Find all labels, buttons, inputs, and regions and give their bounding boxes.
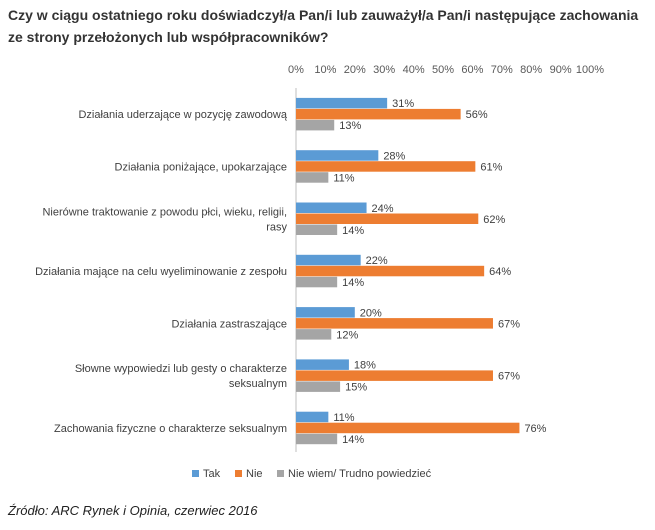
legend-swatch (192, 470, 199, 477)
category-label: Działania uderzające w pozycję zawodową (78, 109, 287, 121)
category-label: Zachowania fizyczne o charakterze seksua… (54, 423, 287, 435)
category-label: Słowne wypowiedzi lub gesty o charakterz… (75, 363, 287, 375)
bar (296, 265, 485, 277)
legend-swatch (277, 470, 284, 477)
bar (296, 370, 493, 381)
bar (296, 202, 367, 213)
data-label: 62% (483, 214, 505, 226)
data-label: 64% (489, 266, 511, 278)
data-label: 18% (354, 360, 376, 372)
x-tick-label: 100% (576, 64, 604, 76)
bar (296, 329, 332, 340)
data-label: 67% (498, 371, 520, 383)
x-tick-label: 20% (344, 64, 366, 76)
bar (296, 254, 361, 266)
bar (296, 119, 335, 131)
data-label: 12% (336, 329, 358, 341)
bar (296, 411, 329, 423)
data-label: 14% (342, 225, 364, 237)
bar (296, 150, 379, 161)
category-label: seksualnym (229, 378, 287, 390)
bar (296, 213, 479, 224)
bar (296, 318, 493, 329)
bar (296, 224, 338, 235)
legend-label: Tak (203, 468, 221, 480)
bar (296, 97, 388, 109)
data-label: 31% (392, 98, 414, 110)
bar (296, 161, 476, 172)
data-label: 28% (383, 150, 405, 162)
data-label: 15% (345, 382, 367, 394)
bar (296, 433, 338, 445)
chart-title: Czy w ciągu ostatniego roku doświadczył/… (8, 4, 648, 48)
data-label: 24% (372, 203, 394, 215)
category-label: Działania mające na celu wyeliminowanie … (35, 266, 287, 278)
x-tick-label: 30% (373, 64, 395, 76)
legend-label: Nie (246, 468, 263, 480)
legend-swatch (235, 470, 242, 477)
legend-label: Nie wiem/ Trudno powiedzieć (288, 468, 432, 480)
bar (296, 108, 461, 120)
bar (296, 381, 341, 392)
x-tick-label: 80% (520, 64, 542, 76)
data-label: 76% (524, 423, 546, 435)
data-label: 56% (466, 109, 488, 121)
data-label: 14% (342, 277, 364, 289)
data-label: 22% (366, 255, 388, 267)
chart-title-line-1: Czy w ciągu ostatniego roku doświadczył/… (8, 7, 639, 23)
x-tick-label: 90% (550, 64, 572, 76)
x-tick-label: 40% (403, 64, 425, 76)
x-tick-label: 70% (491, 64, 513, 76)
data-label: 67% (498, 318, 520, 330)
bar (296, 307, 355, 318)
bar (296, 359, 349, 370)
chart-title-line-2: ze strony przełożonych lub współpracowni… (8, 29, 329, 45)
x-tick-label: 50% (432, 64, 454, 76)
x-tick-label: 60% (461, 64, 483, 76)
x-tick-label: 0% (288, 64, 304, 76)
category-label: Działania zastraszające (171, 318, 287, 330)
bar (296, 172, 329, 183)
bar-chart: 0% 10% 20% 30% 40% 50% 60% 70% 80% 90% 100% Działan… (35, 64, 604, 480)
bar (296, 276, 338, 288)
category-label: rasy (266, 221, 287, 233)
bar (296, 422, 520, 434)
data-label: 11% (333, 412, 354, 424)
category-label: Nierówne traktowanie z powodu płci, wiek… (42, 206, 287, 218)
x-tick-label: 10% (314, 64, 336, 76)
category-label: Działania poniżające, upokarzające (115, 161, 287, 173)
data-label: 11% (333, 172, 354, 184)
source-note: Źródło: ARC Rynek i Opinia, czerwiec 201… (8, 503, 258, 518)
data-label: 61% (480, 161, 502, 173)
data-label: 20% (360, 307, 382, 319)
data-label: 13% (339, 120, 361, 132)
data-label: 14% (342, 434, 364, 446)
